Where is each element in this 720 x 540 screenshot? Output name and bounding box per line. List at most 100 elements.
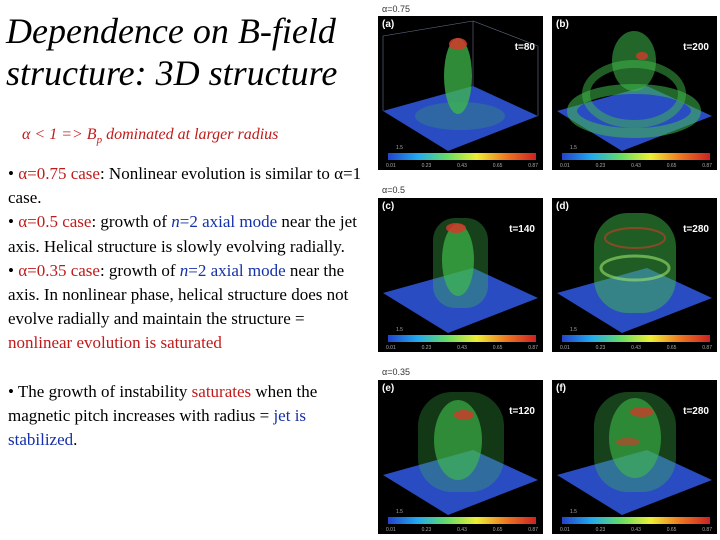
case-label: α=0.75 case <box>18 164 100 183</box>
hot-spot <box>636 52 648 60</box>
colorbar-ticks: 0.01 0.23 0.43 0.65 0.87 <box>560 163 712 169</box>
jet-column <box>609 398 661 478</box>
panel-time: t=120 <box>509 406 535 417</box>
ground-plane <box>557 450 712 515</box>
hot-spot <box>454 410 474 420</box>
bullet-text: . <box>73 430 78 450</box>
tick: 0.43 <box>631 163 641 169</box>
colorbar-mid: 1.5 <box>570 145 577 151</box>
mode-eq: =2 <box>179 212 203 232</box>
bullet-text: near the jet axis. Helical structure is … <box>8 212 357 256</box>
spacer <box>8 356 370 380</box>
bullet-marker: • <box>8 212 19 232</box>
colorbar-ticks: 0.01 0.23 0.43 0.65 0.87 <box>386 527 538 533</box>
bullet-marker: • <box>8 164 19 183</box>
tick: 0.87 <box>528 527 538 533</box>
mode-n: n <box>179 260 189 280</box>
tick: 0.23 <box>421 345 432 351</box>
tick: 0.43 <box>457 163 467 169</box>
tick: 0.23 <box>421 163 432 169</box>
alpha-label-035: α=0.35 <box>382 367 410 377</box>
bullet-text: near the axis. In nonlinear phase, helic… <box>8 260 349 329</box>
colorbar <box>388 153 536 160</box>
panel-e-render <box>378 380 543 534</box>
alpha-label-05: α=0.5 <box>382 185 405 195</box>
bullet-text: : growth of <box>91 212 172 232</box>
ground-plane <box>383 86 538 151</box>
colorbar-mid: 1.5 <box>396 145 403 151</box>
tick: 0.01 <box>386 163 396 169</box>
tick: 0.23 <box>595 163 606 169</box>
panel-a-render <box>378 16 543 170</box>
ground-plane <box>383 450 538 515</box>
case-label: α=0.5 case <box>18 212 92 232</box>
panel-label: (f) <box>556 383 566 394</box>
panel-time: t=140 <box>509 224 535 235</box>
colorbar <box>562 517 710 524</box>
case-label: α=0.35 case <box>18 260 100 280</box>
tick: 0.87 <box>702 527 712 533</box>
tick: 0.23 <box>595 527 606 533</box>
title-line-1: Dependence on B-field <box>6 11 336 51</box>
panel-label: (c) <box>382 201 395 212</box>
colorbar-ticks: 0.01 0.23 0.43 0.65 0.87 <box>560 527 712 533</box>
cylinder <box>594 213 676 313</box>
colorbar-mid: 1.5 <box>396 509 403 515</box>
subtitle-subscript: p <box>96 134 103 147</box>
panel-b-render <box>552 16 717 170</box>
panel-d: (d) t=280 1.5 0.01 0.23 0.43 0.65 0.87 <box>552 198 717 352</box>
colorbar <box>388 517 536 524</box>
hot-spot <box>449 38 467 50</box>
tick: 0.23 <box>421 527 432 533</box>
tick: 0.87 <box>528 163 538 169</box>
tick: 0.43 <box>457 527 467 533</box>
tick: 0.87 <box>702 163 712 169</box>
grid-frame <box>382 20 539 116</box>
bullet-marker: • <box>8 381 18 401</box>
slide-subtitle: α < 1 => Bp dominated at larger radius <box>22 126 278 146</box>
bullet-alpha-075: • α=0.75 case: Nonlinear evolution is si… <box>8 162 370 210</box>
stabilized-note: jet is stabilized <box>8 405 307 450</box>
bullet-text: : growth of <box>99 260 180 280</box>
bullet-text: The growth of instability <box>17 381 192 401</box>
jet-column <box>434 400 482 480</box>
panel-e: (e) t=120 1.5 0.01 0.23 0.43 0.65 0.87 <box>378 380 543 534</box>
tick: 0.87 <box>528 345 538 351</box>
jet-column <box>442 224 474 296</box>
panel-c-render <box>378 198 543 352</box>
panel-b: (b) t=200 1.5 0.01 0.23 0.43 0.65 0.87 <box>552 16 717 170</box>
disk-glow <box>415 102 505 130</box>
panel-label: (a) <box>382 19 395 30</box>
panel-time: t=200 <box>683 42 709 53</box>
mode-label: axial mode <box>202 212 278 232</box>
helix-band <box>599 254 671 282</box>
saturation-note: nonlinear evolution is saturated <box>8 333 222 353</box>
tick: 0.01 <box>560 163 570 169</box>
tick: 0.43 <box>457 345 467 351</box>
panel-time: t=280 <box>683 406 709 417</box>
helix-band <box>604 227 666 249</box>
body-text: • α=0.75 case: Nonlinear evolution is si… <box>8 162 370 452</box>
tick: 0.23 <box>595 345 606 351</box>
colorbar-mid: 1.5 <box>570 509 577 515</box>
panel-time: t=80 <box>514 42 535 53</box>
subtitle-tail: dominated at larger radius <box>102 126 279 143</box>
colorbar-ticks: 0.01 0.23 0.43 0.65 0.87 <box>386 163 538 169</box>
panel-d-render <box>552 198 717 352</box>
jet-column <box>612 31 656 91</box>
subtitle-text: < 1 => B <box>30 126 97 143</box>
ground-plane <box>557 86 712 151</box>
mode-eq: =2 <box>188 260 211 280</box>
tick: 0.01 <box>560 345 570 351</box>
saturates-word: saturates <box>191 381 252 401</box>
panel-label: (d) <box>556 201 569 212</box>
colorbar <box>562 335 710 342</box>
ground-plane <box>383 268 538 333</box>
panel-f: (f) t=280 1.5 0.01 0.23 0.43 0.65 0.87 <box>552 380 717 534</box>
slide-title: Dependence on B-field structure: 3D stru… <box>6 10 386 94</box>
hot-spot <box>616 438 640 446</box>
tick: 0.01 <box>386 527 396 533</box>
colorbar <box>388 335 536 342</box>
bullet-marker: • <box>8 260 19 280</box>
hot-spot <box>630 407 654 417</box>
